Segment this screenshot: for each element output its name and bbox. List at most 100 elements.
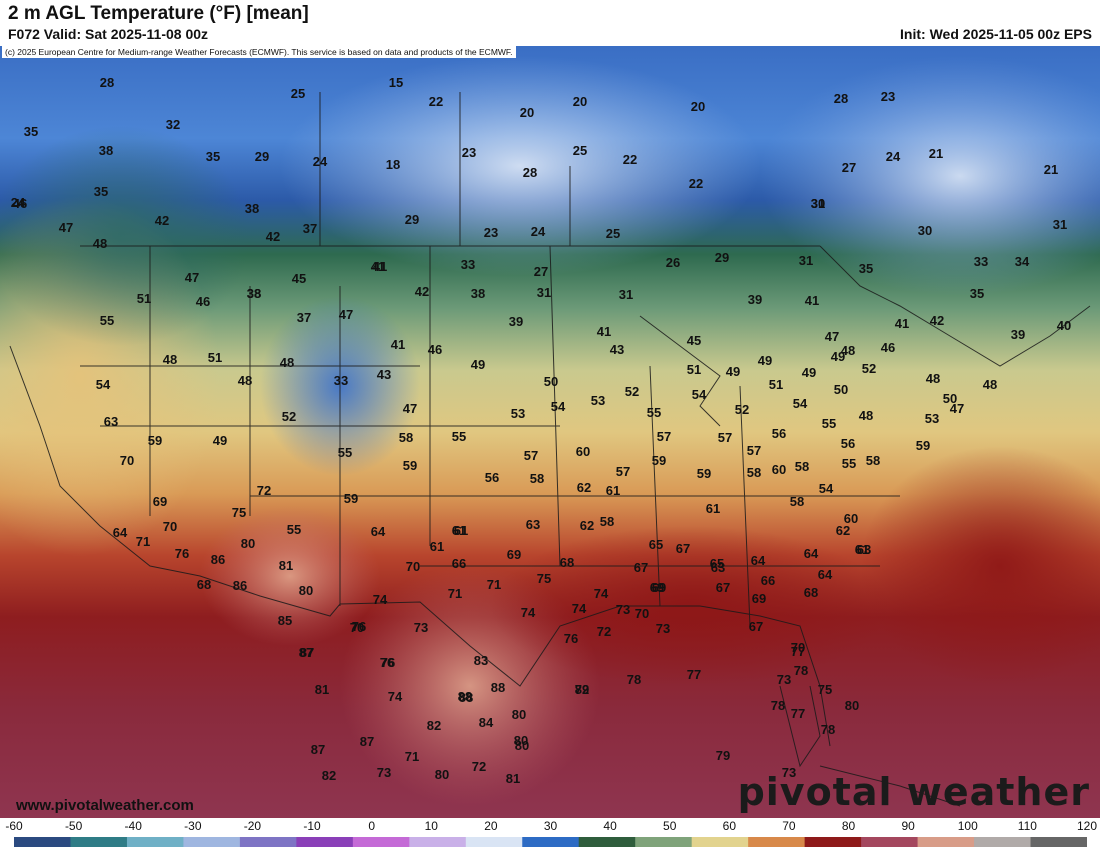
colorbar-tick-label: 10 xyxy=(424,819,438,833)
temperature-label: 76 xyxy=(352,619,366,634)
temperature-label: 77 xyxy=(791,644,805,659)
temperature-label: 56 xyxy=(772,426,786,441)
temperature-label: 73 xyxy=(782,765,796,780)
temperature-label: 62 xyxy=(836,523,850,538)
temperature-label: 88 xyxy=(458,689,472,704)
colorbar-tick-label: 60 xyxy=(722,819,737,833)
temperature-label: 79 xyxy=(575,682,589,697)
temperature-label: 49 xyxy=(726,364,740,379)
temperature-label: 55 xyxy=(338,445,352,460)
colorbar-tick-label: 110 xyxy=(1017,819,1037,833)
temperature-label: 61 xyxy=(706,501,720,516)
temperature-label: 78 xyxy=(794,663,808,678)
temperature-label: 63 xyxy=(104,414,118,429)
temperature-label: 77 xyxy=(687,667,701,682)
colorbar-tick-label: 30 xyxy=(543,819,558,833)
temperature-label: 64 xyxy=(751,553,766,568)
temperature-label: 51 xyxy=(687,362,701,377)
temperature-label: 64 xyxy=(371,524,386,539)
temperature-label: 46 xyxy=(881,340,895,355)
temperature-label: 31 xyxy=(811,196,825,211)
temperature-label: 40 xyxy=(1057,318,1071,333)
valid-time: F072 Valid: Sat 2025-11-08 00z xyxy=(8,26,209,42)
brand-watermark: pivotal weather xyxy=(737,770,1090,814)
temperature-label: 86 xyxy=(211,552,225,567)
temperature-label: 29 xyxy=(255,149,269,164)
temperature-label: 67 xyxy=(634,560,648,575)
temperature-label: 55 xyxy=(842,456,856,471)
temperature-label: 43 xyxy=(610,342,624,357)
colorbar-tick-label: 90 xyxy=(901,819,915,833)
temperature-label: 78 xyxy=(627,672,641,687)
temperature-label: 47 xyxy=(185,270,199,285)
temperature-label: 48 xyxy=(163,352,177,367)
temperature-label: 49 xyxy=(213,433,227,448)
temperature-label: 65 xyxy=(710,556,724,571)
colorbar-tick-label: -50 xyxy=(64,819,83,833)
temperature-label: 32 xyxy=(166,117,180,132)
temperature-label: 68 xyxy=(560,555,574,570)
temperature-label: 47 xyxy=(950,401,964,416)
temperature-label: 67 xyxy=(749,619,763,634)
colorbar-tick-label: 50 xyxy=(663,819,677,833)
temperature-label: 55 xyxy=(287,522,301,537)
temperature-label: 64 xyxy=(113,525,128,540)
temperature-label: 47 xyxy=(59,220,73,235)
temperature-label: 38 xyxy=(245,201,259,216)
temperature-label: 41 xyxy=(597,324,611,339)
temperature-label: 35 xyxy=(859,261,873,276)
temperature-label: 46 xyxy=(428,342,442,357)
temperature-label: 23 xyxy=(484,225,498,240)
florida-outline xyxy=(779,685,821,768)
temperature-label: 63 xyxy=(857,542,871,557)
temperature-label: 82 xyxy=(322,768,336,783)
temperature-label: 27 xyxy=(842,160,856,175)
temperature-label: 31 xyxy=(619,287,633,302)
temperature-label: 76 xyxy=(564,631,578,646)
temperature-label: 70 xyxy=(120,453,134,468)
temperature-label: 55 xyxy=(100,313,114,328)
temperature-map: 28 15 25 22 20 20 20 28 23 35 32 38 35 29 24 18 23 25 22 24… xyxy=(0,46,1100,818)
temperature-label: 62 xyxy=(580,518,594,533)
colorbar-gradient xyxy=(14,837,1087,847)
temperature-label: 80 xyxy=(512,707,526,722)
temperature-label: 74 xyxy=(594,586,609,601)
temperature-label: 25 xyxy=(606,226,620,241)
temperature-label: 52 xyxy=(282,409,296,424)
temperature-label: 83 xyxy=(474,653,488,668)
colorbar-tick-label: 40 xyxy=(603,819,617,833)
temperature-label: 64 xyxy=(818,567,833,582)
warm-region-atlantic xyxy=(860,446,1100,686)
temperature-label: 48 xyxy=(859,408,873,423)
state-border-central-2 xyxy=(549,245,561,567)
temperature-label: 46 xyxy=(13,196,27,211)
temperature-label: 57 xyxy=(747,443,761,458)
temperature-label: 56 xyxy=(485,470,499,485)
temperature-label: 53 xyxy=(511,406,525,421)
colorbar-tick-label: -20 xyxy=(243,819,262,833)
temperature-label: 84 xyxy=(479,715,494,730)
temperature-label: 59 xyxy=(148,433,162,448)
temperature-label: 76 xyxy=(381,655,395,670)
temperature-colorbar: -60 -50 -40 -30 -20 -10 0 10 20 30 40 50 60 70 80 90 100… xyxy=(0,818,1100,850)
temperature-label: 56 xyxy=(841,436,855,451)
temperature-label: 60 xyxy=(844,511,858,526)
temperature-label: 35 xyxy=(206,149,220,164)
temperature-label: 49 xyxy=(758,353,772,368)
colorbar-tick-label: 80 xyxy=(841,819,856,833)
colorbar-segment xyxy=(635,837,693,847)
temperature-label: 66 xyxy=(452,556,466,571)
temperature-label: 59 xyxy=(652,453,666,468)
temperature-label: 69 xyxy=(650,580,664,595)
temperature-label: 35 xyxy=(970,286,984,301)
temperature-label: 45 xyxy=(687,333,701,348)
temperature-label: 38 xyxy=(471,286,485,301)
temperature-label: 20 xyxy=(573,94,587,109)
temperature-label: 38 xyxy=(247,286,261,301)
temperature-label: 55 xyxy=(647,405,661,420)
temperature-label: 88 xyxy=(491,680,505,695)
temperature-label: 59 xyxy=(697,466,711,481)
colorbar-tick-label: -30 xyxy=(184,819,202,833)
temperature-label: 70 xyxy=(635,606,649,621)
colorbar-segment xyxy=(804,837,862,847)
